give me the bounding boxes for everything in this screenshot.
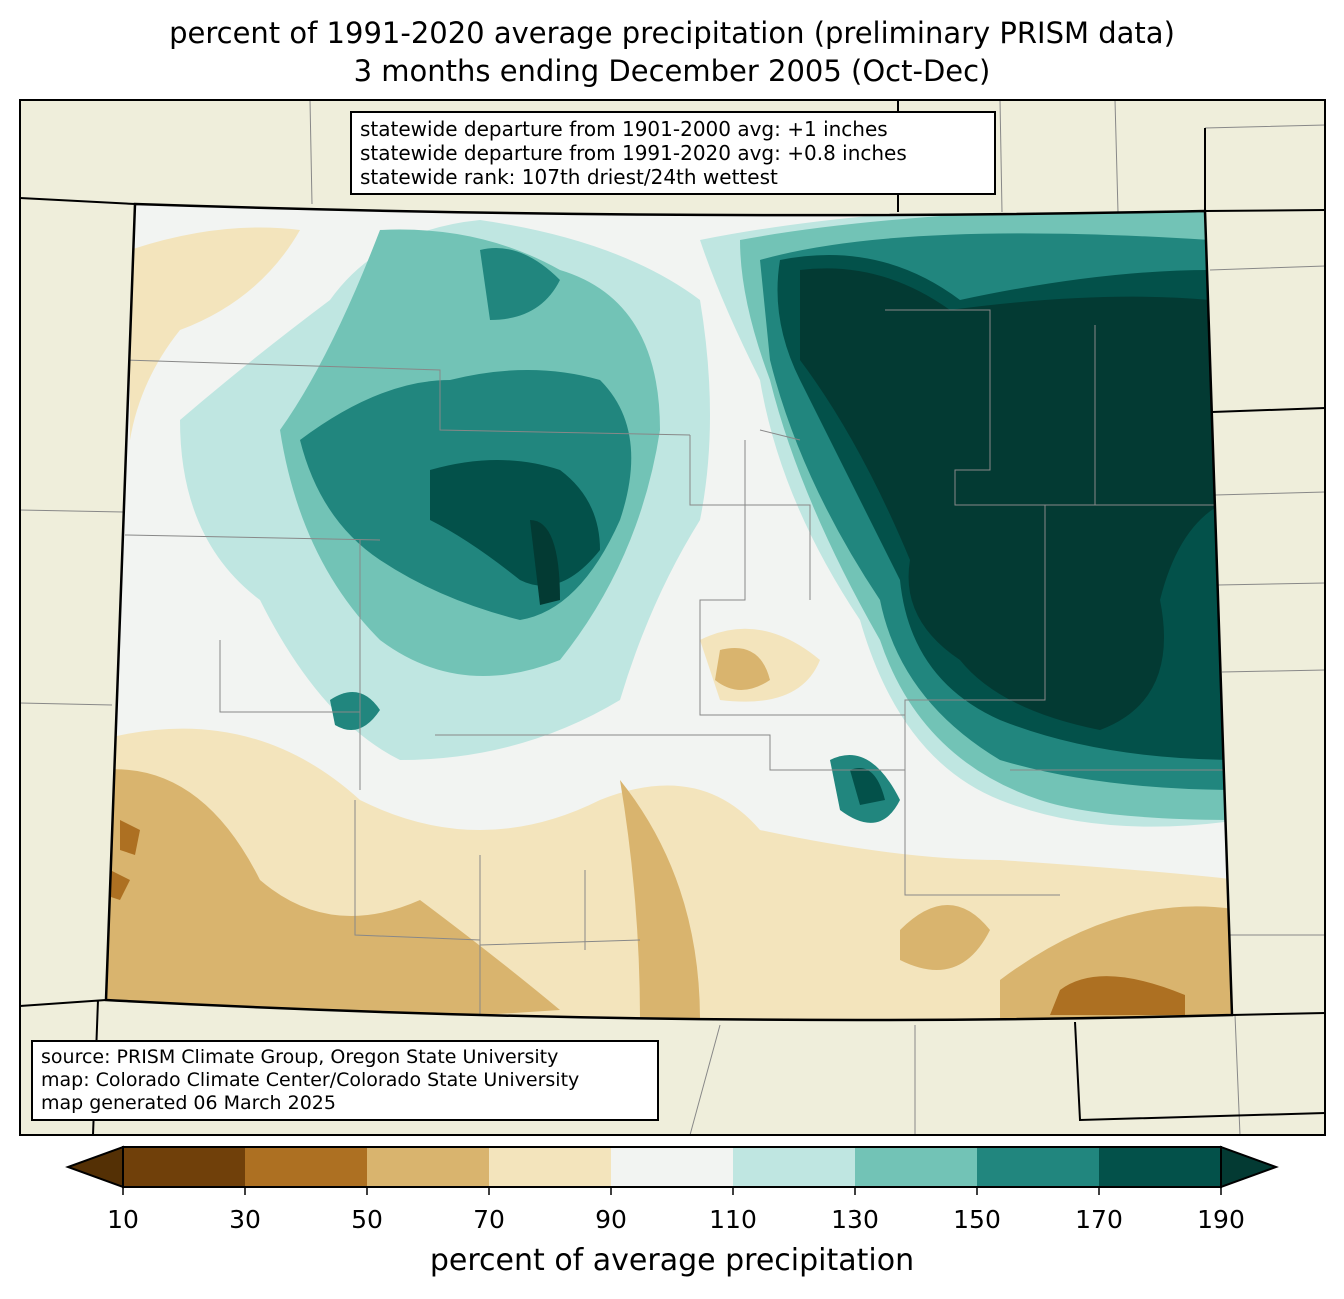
colorbar-segment [855, 1147, 978, 1187]
colorbar-tick-label: 190 [1197, 1205, 1245, 1234]
precipitation-field [106, 204, 1232, 1020]
colorbar-segment [367, 1147, 490, 1187]
colorbar-tick-label: 10 [107, 1205, 139, 1234]
county-lines-outside [19, 99, 1326, 1136]
colorbar-segment [1099, 1147, 1222, 1187]
colorbar-segment [489, 1147, 612, 1187]
colorbar-tick-label: 90 [595, 1205, 627, 1234]
colorbar [65, 1145, 1279, 1195]
colorbar-segment [611, 1147, 734, 1187]
colorbar-tick-label: 170 [1075, 1205, 1123, 1234]
colorbar-tick-label: 150 [953, 1205, 1001, 1234]
map-title-line2: 3 months ending December 2005 (Oct-Dec) [353, 54, 991, 88]
stat-departure-1901-2000: statewide departure from 1901-2000 avg: … [360, 117, 888, 141]
map-credit-line: map: Colorado Climate Center/Colorado St… [41, 1069, 580, 1091]
colorbar-segment [733, 1147, 856, 1187]
colorbar-segment [245, 1147, 368, 1187]
colorbar-tick-label: 130 [831, 1205, 879, 1234]
stat-departure-1991-2020: statewide departure from 1991-2020 avg: … [360, 141, 907, 165]
map-frame [19, 99, 1326, 1136]
stat-rank: statewide rank: 107th driest/24th wettes… [360, 165, 778, 189]
source-box: source: PRISM Climate Group, Oregon Stat… [31, 1040, 659, 1121]
colorado-border [104, 202, 1234, 1022]
colorbar-tick-label: 30 [229, 1205, 261, 1234]
colorbar-over-arrow [1220, 1145, 1279, 1189]
colorbar-outline [122, 1146, 1222, 1188]
source-line: source: PRISM Climate Group, Oregon Stat… [41, 1046, 559, 1068]
colorbar-under-arrow [65, 1145, 124, 1189]
map-title-line1: percent of 1991-2020 average precipitati… [169, 16, 1175, 50]
colorbar-label: percent of average precipitation [429, 1243, 915, 1278]
county-lines [124, 309, 1225, 1015]
colorbar-tick-label: 70 [473, 1205, 505, 1234]
generated-date-line: map generated 06 March 2025 [41, 1092, 336, 1114]
statewide-stats-box: statewide departure from 1901-2000 avg: … [350, 111, 996, 195]
colorbar-segment [977, 1147, 1100, 1187]
colorbar-tick-label: 50 [351, 1205, 383, 1234]
colorbar-segment [123, 1147, 246, 1187]
colorbar-tick-label: 110 [709, 1205, 757, 1234]
